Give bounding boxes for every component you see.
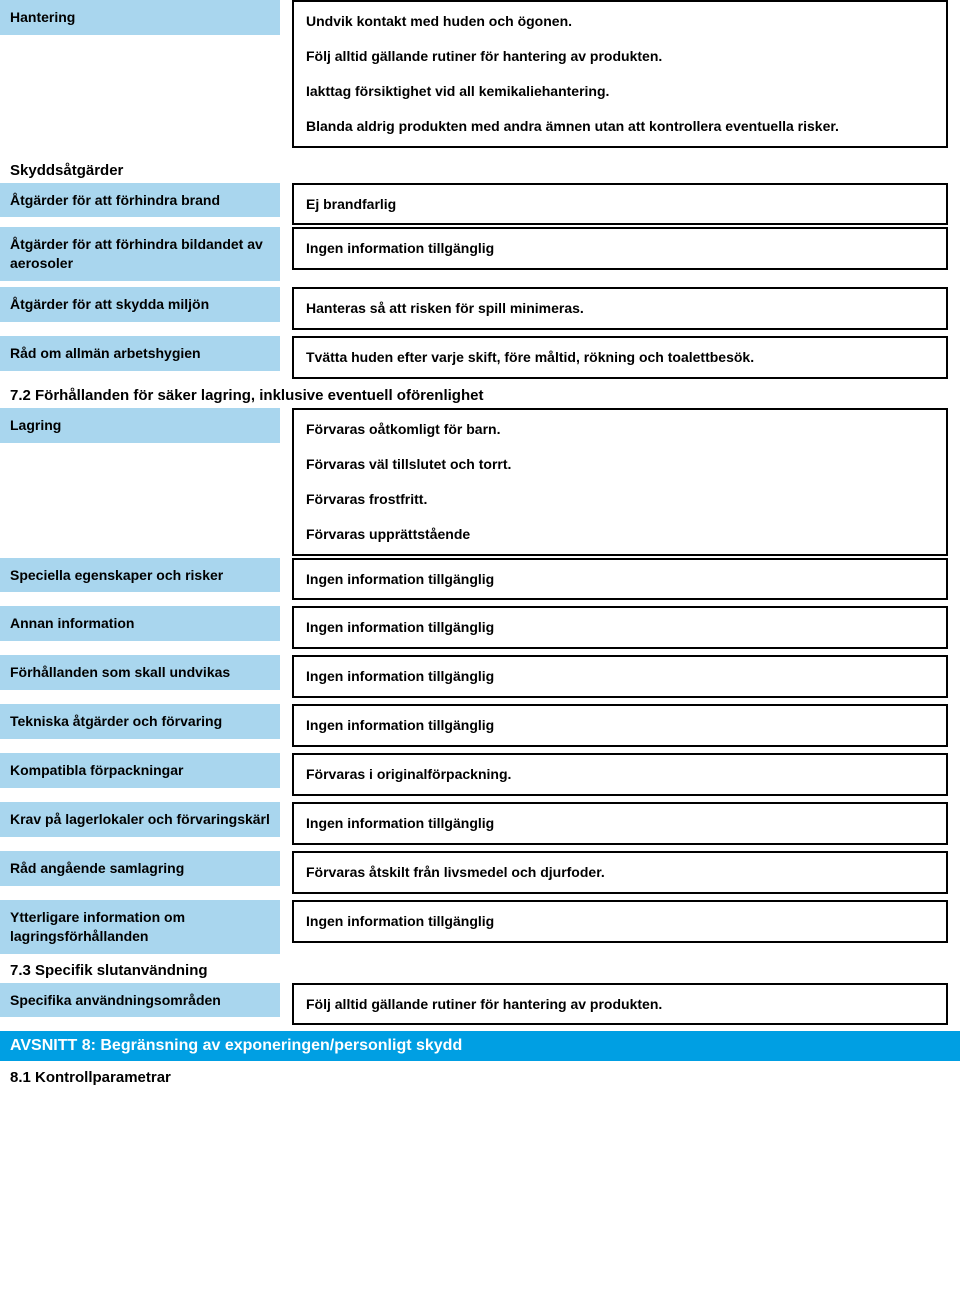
row-hantering: Hantering Undvik kontakt med huden och ö… [0, 0, 960, 148]
lagring-line-3: Förvaras frostfritt. [306, 490, 934, 509]
heading-section-7-2: 7.2 Förhållanden för säker lagring, inkl… [0, 379, 960, 408]
value-miljo: Hanteras så att risken för spill minimer… [292, 287, 948, 330]
label-aerosoler: Åtgärder för att förhindra bildandet av … [0, 227, 280, 281]
section-8-bar: AVSNITT 8: Begränsning av exponeringen/p… [0, 1031, 960, 1061]
label-arbetshygien: Råd om allmän arbetshygien [0, 336, 280, 371]
label-kompatibla: Kompatibla förpackningar [0, 753, 280, 788]
heading-section-7-3: 7.3 Specifik slutanvändning [0, 954, 960, 983]
value-kompatibla: Förvaras i originalförpackning. [292, 753, 948, 796]
label-miljo: Åtgärder för att skydda miljön [0, 287, 280, 322]
label-ytterligare: Ytterligare information om lagringsförhå… [0, 900, 280, 954]
row-samlagring: Råd angående samlagring Förvaras åtskilt… [0, 851, 960, 894]
value-ytterligare: Ingen information tillgänglig [292, 900, 948, 943]
label-lagring: Lagring [0, 408, 280, 443]
label-krav: Krav på lagerlokaler och förvaringskärl [0, 802, 280, 837]
row-krav: Krav på lagerlokaler och förvaringskärl … [0, 802, 960, 845]
heading-section-8-1: 8.1 Kontrollparametrar [0, 1061, 960, 1090]
label-samlagring: Råd angående samlagring [0, 851, 280, 886]
lagring-line-2: Förvaras väl tillslutet och torrt. [306, 455, 934, 474]
row-speciella: Speciella egenskaper och risker Ingen in… [0, 558, 960, 601]
lagring-line-4: Förvaras upprättstående [306, 525, 934, 544]
value-samlagring: Förvaras åtskilt från livsmedel och djur… [292, 851, 948, 894]
lagring-line-1: Förvaras oåtkomligt för barn. [306, 420, 934, 439]
row-arbetshygien: Råd om allmän arbetshygien Tvätta huden … [0, 336, 960, 379]
label-hantering: Hantering [0, 0, 280, 35]
hantering-line-4: Blanda aldrig produkten med andra ämnen … [306, 117, 934, 136]
row-specifika: Specifika användningsområden Följ alltid… [0, 983, 960, 1026]
label-brand: Åtgärder för att förhindra brand [0, 183, 280, 218]
row-annan: Annan information Ingen information till… [0, 606, 960, 649]
row-ytterligare: Ytterligare information om lagringsförhå… [0, 900, 960, 954]
value-annan: Ingen information tillgänglig [292, 606, 948, 649]
value-arbetshygien: Tvätta huden efter varje skift, före mål… [292, 336, 948, 379]
label-annan: Annan information [0, 606, 280, 641]
row-tekniska: Tekniska åtgärder och förvaring Ingen in… [0, 704, 960, 747]
hantering-line-1: Undvik kontakt med huden och ögonen. [306, 12, 934, 31]
label-tekniska: Tekniska åtgärder och förvaring [0, 704, 280, 739]
value-hantering: Undvik kontakt med huden och ögonen. Föl… [292, 0, 948, 148]
value-specifika: Följ alltid gällande rutiner för hanteri… [292, 983, 948, 1026]
label-speciella: Speciella egenskaper och risker [0, 558, 280, 593]
value-tekniska: Ingen information tillgänglig [292, 704, 948, 747]
label-undvikas: Förhållanden som skall undvikas [0, 655, 280, 690]
row-miljo: Åtgärder för att skydda miljön Hanteras … [0, 287, 960, 330]
row-aerosoler: Åtgärder för att förhindra bildandet av … [0, 227, 960, 281]
row-brand: Åtgärder för att förhindra brand Ej bran… [0, 183, 960, 226]
sds-page: Hantering Undvik kontakt med huden och ö… [0, 0, 960, 1090]
row-kompatibla: Kompatibla förpackningar Förvaras i orig… [0, 753, 960, 796]
value-brand: Ej brandfarlig [292, 183, 948, 226]
row-undvikas: Förhållanden som skall undvikas Ingen in… [0, 655, 960, 698]
value-undvikas: Ingen information tillgänglig [292, 655, 948, 698]
heading-skyddsatgarder: Skyddsåtgärder [0, 154, 960, 183]
value-lagring: Förvaras oåtkomligt för barn. Förvaras v… [292, 408, 948, 556]
value-aerosoler: Ingen information tillgänglig [292, 227, 948, 270]
row-lagring: Lagring Förvaras oåtkomligt för barn. Fö… [0, 408, 960, 556]
value-krav: Ingen information tillgänglig [292, 802, 948, 845]
hantering-line-3: Iakttag försiktighet vid all kemikalieha… [306, 82, 934, 101]
hantering-line-2: Följ alltid gällande rutiner för hanteri… [306, 47, 934, 66]
label-specifika: Specifika användningsområden [0, 983, 280, 1018]
value-speciella: Ingen information tillgänglig [292, 558, 948, 601]
